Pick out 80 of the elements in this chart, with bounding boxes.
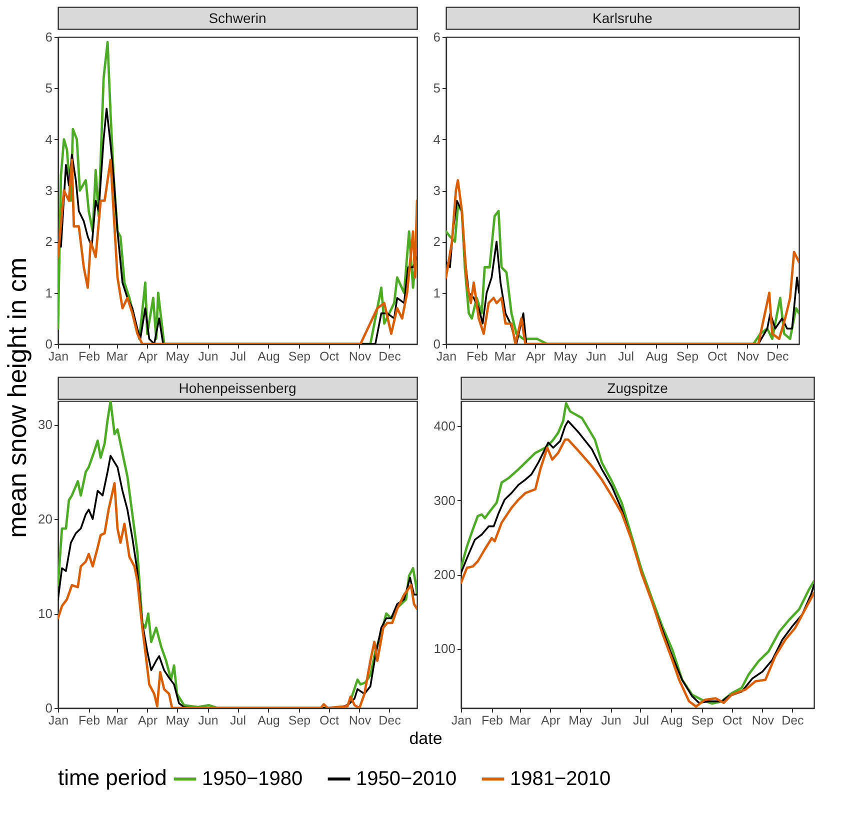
x-tick-label: Jul — [230, 350, 246, 364]
y-tick-label: 3 — [45, 183, 52, 198]
x-tick-label: Dec — [378, 350, 401, 364]
x-tick-label: May — [568, 714, 594, 728]
y-tick-label: 20 — [38, 512, 52, 527]
x-tick-label: Mar — [106, 350, 128, 364]
y-tick-label: 10 — [38, 606, 52, 622]
x-tick-label: May — [166, 350, 190, 364]
legend-label: 1981−2010 — [510, 768, 611, 790]
x-tick-label: Nov — [348, 714, 372, 728]
x-tick-label: Dec — [766, 350, 789, 364]
y-tick-label: 6 — [433, 30, 440, 44]
y-tick-label: 3 — [433, 183, 440, 198]
x-tick-label: Aug — [258, 350, 280, 364]
x-tick-label: May — [554, 350, 578, 364]
x-tick-label: Jul — [230, 714, 246, 728]
x-tick-label: Oct — [707, 350, 728, 364]
y-tick-label: 1 — [433, 285, 440, 300]
x-tick-label: Jan — [436, 350, 457, 364]
y-tick-label: 200 — [434, 567, 456, 582]
y-axis-title: mean snow height in cm — [2, 258, 32, 538]
x-tick-label: Jun — [586, 350, 606, 364]
x-tick-label: Sep — [691, 714, 714, 728]
y-tick-label: 6 — [45, 30, 52, 44]
legend-title: time period — [58, 765, 167, 790]
chart-title: Karlsruhe — [592, 10, 653, 26]
y-tick-label: 2 — [433, 234, 440, 250]
x-tick-label: Apr — [138, 714, 158, 728]
x-tick-label: Apr — [138, 350, 158, 364]
legend-label: 1950−1980 — [202, 768, 303, 790]
y-tick-label: 0 — [433, 336, 440, 352]
x-axis-title: date — [409, 729, 442, 748]
y-tick-label: 0 — [45, 700, 52, 716]
y-tick-label: 100 — [434, 641, 456, 656]
x-tick-label: Mar — [106, 714, 128, 728]
x-tick-label: Nov — [736, 350, 760, 364]
x-tick-label: Oct — [722, 714, 742, 728]
y-tick-label: 400 — [434, 418, 456, 434]
y-tick-label: 5 — [45, 80, 52, 96]
x-tick-label: Dec — [378, 714, 401, 728]
x-tick-label: Feb — [481, 714, 504, 728]
x-tick-label: Nov — [348, 350, 372, 364]
y-tick-label: 30 — [38, 417, 52, 432]
x-tick-label: Feb — [78, 714, 100, 728]
x-tick-label: Jun — [198, 714, 218, 728]
x-tick-label: Aug — [646, 350, 668, 364]
x-tick-label: Aug — [258, 714, 280, 728]
x-tick-label: Mar — [509, 714, 531, 728]
x-tick-label: Sep — [288, 714, 311, 728]
x-tick-label: Jul — [618, 350, 634, 364]
chart-title: Schwerin — [208, 10, 266, 26]
y-tick-label: 4 — [433, 132, 440, 147]
y-tick-label: 2 — [45, 234, 52, 250]
x-tick-label: Jul — [632, 714, 649, 728]
x-tick-label: Apr — [526, 350, 546, 364]
y-tick-label: 5 — [433, 80, 440, 96]
x-tick-label: Dec — [782, 714, 804, 728]
x-tick-label: Sep — [676, 350, 699, 364]
chart-title: Hohenpeissenberg — [178, 380, 296, 396]
x-tick-label: Oct — [320, 350, 340, 364]
y-tick-label: 0 — [45, 336, 52, 352]
x-tick-label: Jan — [48, 714, 69, 728]
y-tick-label: 300 — [434, 492, 456, 508]
y-tick-label: 1 — [45, 285, 52, 300]
x-tick-label: Feb — [466, 350, 488, 364]
chart-title: Zugspitze — [607, 380, 668, 396]
x-tick-label: Jan — [48, 350, 69, 364]
x-tick-label: Apr — [541, 714, 560, 728]
x-tick-label: Feb — [78, 350, 100, 364]
x-tick-label: Oct — [320, 714, 340, 728]
x-tick-label: Aug — [660, 714, 683, 728]
legend-label: 1950−2010 — [356, 768, 457, 790]
x-tick-label: Jun — [198, 350, 218, 364]
x-tick-label: Nov — [752, 714, 775, 728]
x-tick-label: Jan — [451, 714, 472, 728]
x-tick-label: Jun — [601, 714, 622, 728]
x-tick-label: May — [166, 714, 190, 728]
x-tick-label: Mar — [494, 350, 516, 364]
y-tick-label: 4 — [45, 132, 52, 147]
x-tick-label: Sep — [288, 350, 311, 364]
